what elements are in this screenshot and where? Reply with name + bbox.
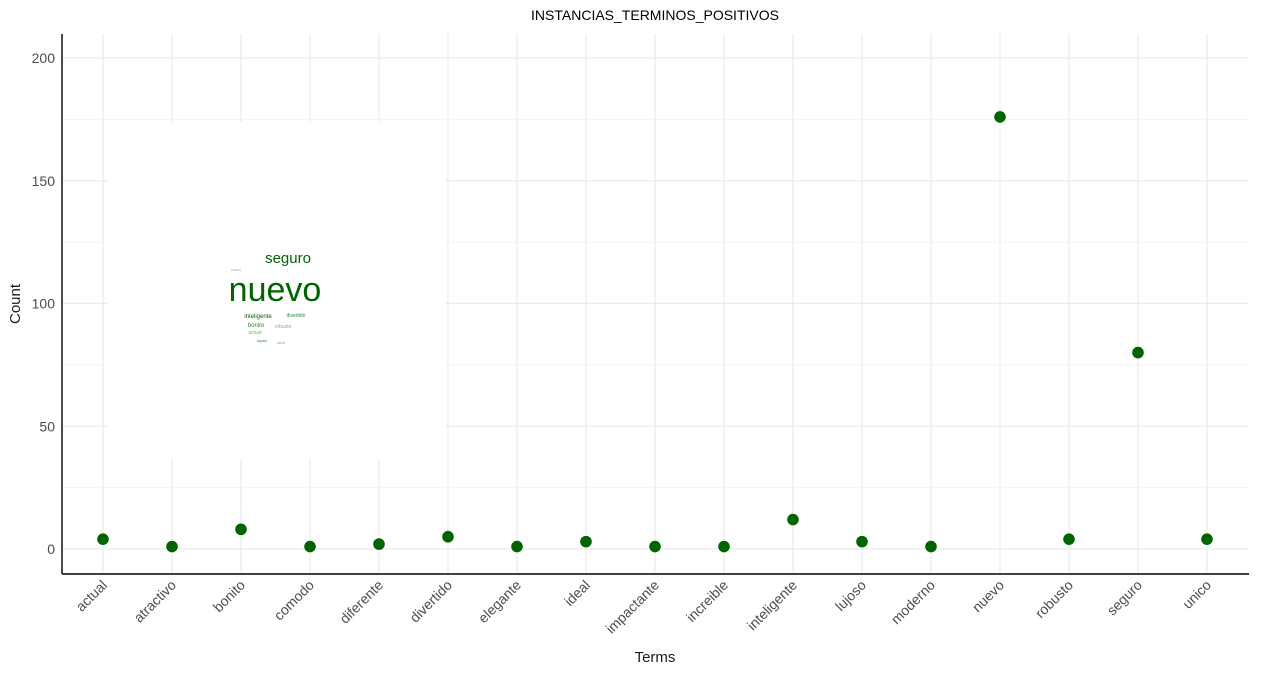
data-point-lujoso	[856, 535, 868, 548]
data-point-robusto	[1063, 533, 1075, 545]
wordcloud-word-unico: unico	[231, 267, 241, 272]
y-tick-labels: 0 50 100 150 200	[32, 50, 56, 557]
wordcloud-word-bonito: bonito	[248, 323, 265, 329]
wordcloud-word-lujoso: lujoso	[257, 338, 268, 343]
x-tick-label: moderno	[888, 577, 939, 628]
x-tick-label: impactante	[602, 577, 662, 637]
x-tick-label: actual	[72, 577, 110, 615]
y-tick-label: 0	[47, 541, 55, 557]
x-tick-label: nuevo	[969, 577, 1007, 615]
data-point-seguro	[1132, 346, 1144, 359]
wordcloud: nuevo seguro unico inteligente divertido boni…	[229, 250, 322, 345]
data-point-comodo	[304, 540, 316, 553]
wordcloud-word-robusto: robusto	[275, 324, 292, 330]
wordcloud-panel	[107, 122, 445, 459]
x-tick-label: diferente	[336, 577, 386, 627]
y-axis-title: Count	[7, 283, 24, 324]
wordcloud-word-divertido: divertido	[287, 313, 306, 319]
data-point-increible	[718, 540, 730, 553]
chart-title: INSTANCIAS_TERMINOS_POSITIVOS	[531, 7, 779, 23]
x-tick-label: inteligente	[744, 577, 801, 634]
y-tick-label: 200	[32, 50, 56, 66]
x-tick-label: comodo	[271, 577, 318, 624]
wordcloud-word-seguro: seguro	[265, 250, 311, 267]
x-tick-label: lujoso	[832, 577, 869, 614]
x-tick-label: unico	[1179, 577, 1214, 612]
x-tick-label: robusto	[1032, 577, 1076, 621]
data-point-diferente	[373, 538, 385, 550]
x-tick-label: atractivo	[130, 577, 179, 626]
x-axis-title: Terms	[635, 649, 676, 666]
data-point-actual	[97, 533, 109, 545]
x-tick-label: ideal	[561, 577, 593, 609]
x-tick-labels: actual atractivo bonito comodo diferente dive…	[72, 577, 1214, 637]
axes	[61, 34, 1249, 575]
wordcloud-word-actual: actual	[248, 330, 261, 336]
data-point-impactante	[649, 540, 661, 553]
x-tick-label: elegante	[475, 577, 524, 626]
wordcloud-word-nuevo: nuevo	[229, 271, 322, 309]
data-point-unico	[1201, 533, 1213, 545]
x-tick-label: seguro	[1104, 577, 1146, 619]
data-point-elegante	[511, 540, 523, 553]
x-tick-label: increible	[683, 577, 731, 625]
x-tick-label: divertido	[406, 577, 455, 626]
data-point-ideal	[580, 535, 592, 548]
data-point-moderno	[925, 540, 937, 553]
data-point-divertido	[442, 530, 454, 543]
data-point-inteligente	[787, 513, 799, 526]
y-tick-label: 50	[39, 418, 55, 434]
y-tick-label: 100	[32, 296, 56, 312]
y-tick-label: 150	[32, 173, 56, 189]
data-point-atractivo	[166, 540, 178, 553]
wordcloud-word-inteligente: inteligente	[244, 314, 272, 320]
x-tick-label: bonito	[210, 577, 248, 615]
data-points	[97, 111, 1213, 553]
data-point-bonito	[235, 523, 247, 536]
data-point-nuevo	[994, 111, 1006, 123]
wordcloud-word-ideal: ideal	[277, 340, 286, 345]
